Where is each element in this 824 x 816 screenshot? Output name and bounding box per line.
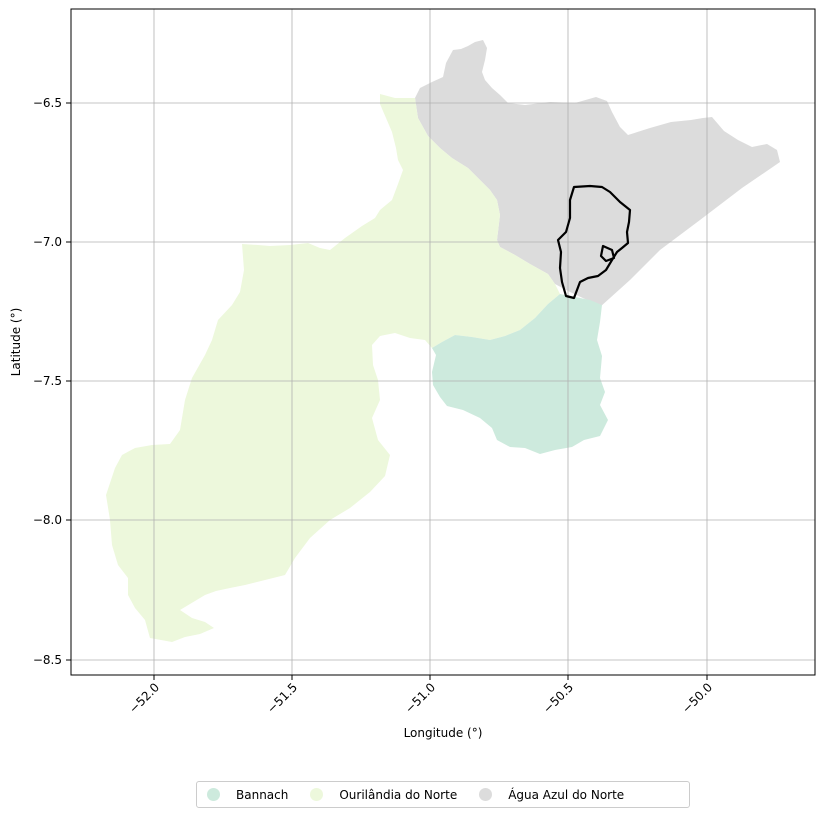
x-tick-label: −51.5 <box>264 680 300 716</box>
legend-label: Ourilândia do Norte <box>339 787 458 802</box>
x-tick-label: −51.0 <box>402 680 438 716</box>
region-agua-azul-do-norte <box>415 40 780 307</box>
highlight-outline <box>556 184 632 300</box>
legend-item-bannach: Bannach <box>207 788 288 802</box>
y-tick-label: −7.5 <box>33 374 62 388</box>
legend-item-ourilandia-do-norte: Ourilândia do Norte <box>310 788 457 802</box>
x-tick-label: −52.0 <box>126 680 162 716</box>
axis-ticks <box>66 102 708 680</box>
legend-label: Água Azul do Norte <box>508 787 625 802</box>
legend-label: Bannach <box>236 787 289 802</box>
x-axis-title: Longitude (°) <box>404 726 483 740</box>
region-ourilandia-do-norte <box>106 94 560 642</box>
region-bannach <box>432 294 608 454</box>
legend-item-agua-azul-do-norte: Água Azul do Norte <box>479 788 624 802</box>
x-tick-label: −50.5 <box>540 680 576 716</box>
legend-marker-agua-azul-do-norte <box>479 788 493 801</box>
axes-frame <box>70 8 816 676</box>
legend-marker-bannach <box>207 788 220 801</box>
y-axis-title: Latitude (°) <box>9 308 23 377</box>
y-tick-label: −8.5 <box>33 653 62 667</box>
legend-marker-ourilandia-do-norte <box>310 788 324 801</box>
y-tick-label: −7.0 <box>33 235 62 249</box>
x-tick-label: −50.0 <box>679 680 715 716</box>
grid-lines <box>71 9 815 675</box>
y-tick-label: −8.0 <box>33 513 62 527</box>
y-tick-label: −6.5 <box>33 96 62 110</box>
legend: Bannach Ourilândia do Norte Água Azul do… <box>196 781 690 808</box>
